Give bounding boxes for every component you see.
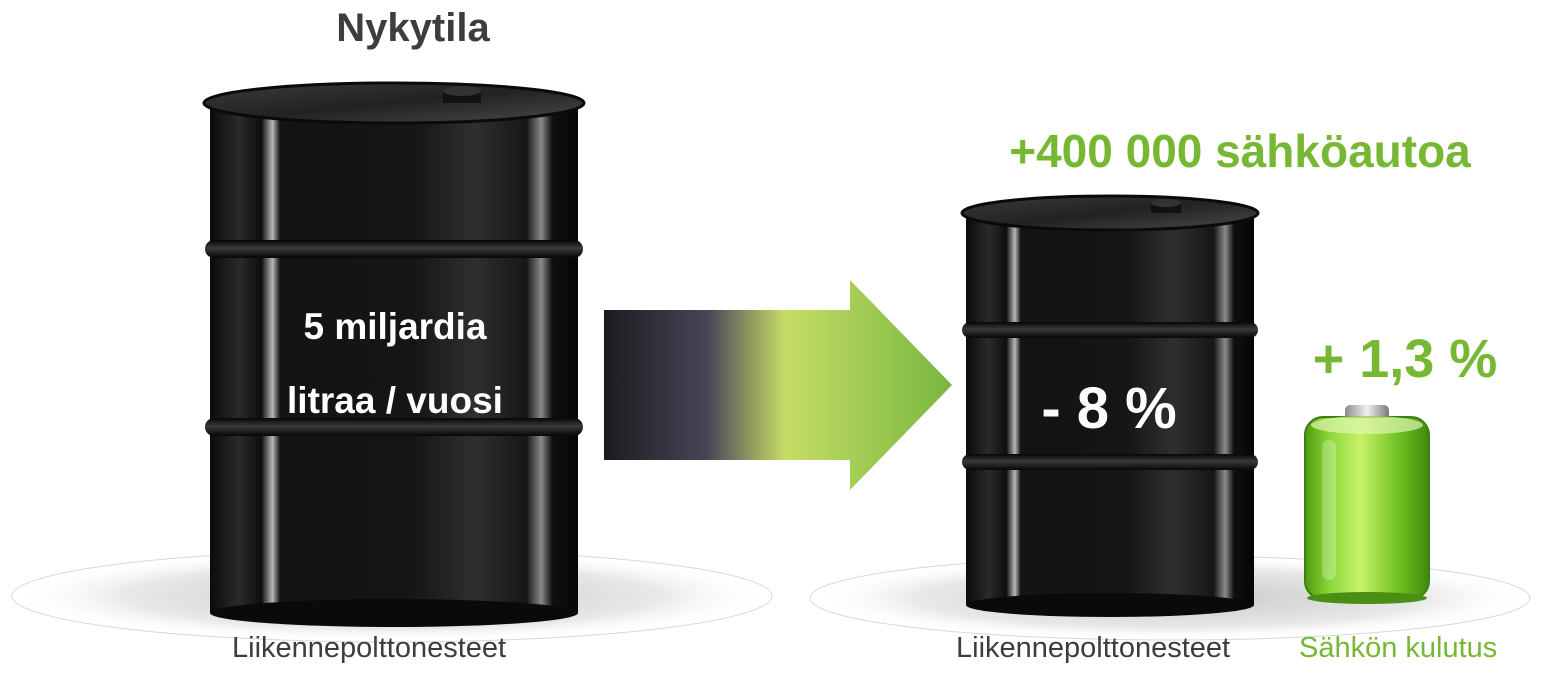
electricity-change-value: + 1,3 % [1312, 329, 1498, 389]
page-title: Nykytila [336, 6, 490, 50]
electricity-label: Sähkön kulutus [1299, 632, 1498, 664]
fuel-label-future: Liikennepolttonesteet [956, 632, 1231, 664]
fuel-change-value: - 8 % [1041, 376, 1177, 441]
transition-arrow-icon [604, 280, 952, 490]
current-volume-line1: 5 miljardia [303, 306, 487, 347]
oil-barrel-icon [960, 194, 1260, 617]
fuel-label-current: Liikennepolttonesteet [232, 632, 507, 664]
headline-ev-count: +400 000 sähköautoa [1009, 125, 1471, 177]
battery-icon [1304, 405, 1430, 604]
current-volume-line2: litraa / vuosi [287, 380, 503, 421]
oil-barrel-icon [202, 81, 586, 627]
